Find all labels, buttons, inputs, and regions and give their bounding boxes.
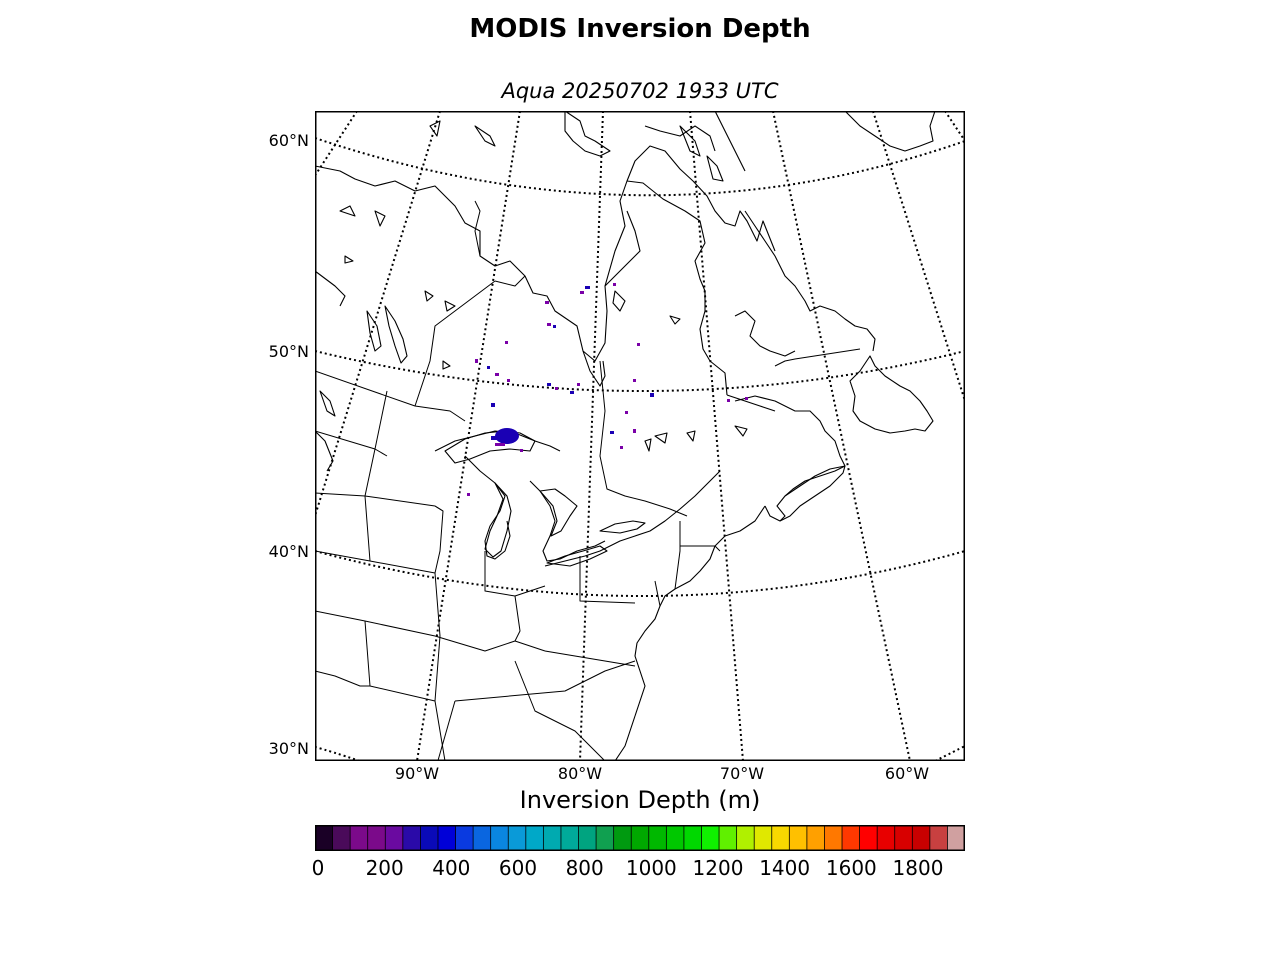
colorbar-swatch — [771, 825, 790, 851]
colorbar-swatch — [402, 825, 421, 851]
colorbar-swatch — [543, 825, 562, 851]
colorbar-swatch — [806, 825, 825, 851]
colorbar-tick-label: 400 — [432, 856, 471, 880]
colorbar-tick-label: 1600 — [825, 856, 877, 880]
map-border — [315, 111, 965, 761]
colorbar-tick-label: 1000 — [625, 856, 677, 880]
colorbar-swatch — [420, 825, 439, 851]
inversion-depth-pixels — [467, 283, 748, 496]
graticule-longitudes — [315, 111, 965, 761]
colorbar-swatch — [859, 825, 878, 851]
colorbar-swatch — [842, 825, 861, 851]
colorbar-swatch — [648, 825, 667, 851]
colorbar-swatch — [385, 825, 404, 851]
map-title: MODIS Inversion Depth — [469, 14, 811, 44]
colorbar-swatch — [578, 825, 597, 851]
lat-label-30n: 30°N — [268, 739, 309, 758]
colorbar-swatch — [912, 825, 931, 851]
colorbar-swatch — [701, 825, 720, 851]
colorbar-title: Inversion Depth (m) — [519, 786, 761, 814]
colorbar-swatch — [437, 825, 457, 851]
colorbar-swatch — [473, 825, 492, 851]
colorbar-tick-label: 1800 — [892, 856, 944, 880]
colorbar-swatch — [525, 825, 544, 851]
colorbar-tick-label: 0 — [311, 856, 325, 880]
colorbar-swatch — [947, 825, 965, 851]
colorbar-swatch — [736, 825, 755, 851]
colorbar-swatch — [560, 825, 580, 851]
map-panel — [315, 111, 965, 761]
colorbar-swatch — [929, 825, 948, 851]
colorbar-swatch — [332, 825, 351, 851]
colorbar-swatch — [877, 825, 896, 851]
coastlines — [315, 111, 936, 761]
colorbar-swatch — [666, 825, 685, 851]
colorbar-tick-label: 800 — [565, 856, 604, 880]
colorbar-swatch — [719, 825, 738, 851]
lon-label-90w: 90°W — [394, 764, 440, 783]
political-borders — [315, 200, 861, 761]
map-subtitle: Aqua 20250702 1933 UTC — [501, 79, 779, 103]
lon-label-80w: 80°W — [557, 764, 603, 783]
graticule-latitudes — [315, 137, 965, 761]
colorbar-tick-label: 200 — [365, 856, 404, 880]
colorbar-swatch — [894, 825, 913, 851]
colorbar — [315, 825, 965, 851]
colorbar-swatch — [683, 825, 702, 851]
lon-label-70w: 70°W — [719, 764, 765, 783]
colorbar-swatch — [350, 825, 369, 851]
colorbar-swatch — [613, 825, 632, 851]
colorbar-tick-label: 1400 — [759, 856, 811, 880]
lon-label-60w: 60°W — [884, 764, 930, 783]
colorbar-swatch — [596, 825, 615, 851]
lat-label-60n: 60°N — [268, 131, 309, 150]
colorbar-swatch — [754, 825, 773, 851]
colorbar-tick-label: 1200 — [692, 856, 744, 880]
colorbar-tick-label: 600 — [498, 856, 538, 880]
colorbar-swatch — [490, 825, 509, 851]
colorbar-border — [315, 825, 965, 851]
lat-label-50n: 50°N — [268, 342, 309, 361]
lat-label-40n: 40°N — [268, 542, 309, 561]
colorbar-swatch — [315, 825, 334, 851]
colorbar-swatch — [824, 825, 843, 851]
colorbar-swatch — [789, 825, 808, 851]
colorbar-swatch — [508, 825, 527, 851]
colorbar-swatch — [455, 825, 474, 851]
colorbar-swatch — [631, 825, 650, 851]
colorbar-swatch — [367, 825, 386, 851]
